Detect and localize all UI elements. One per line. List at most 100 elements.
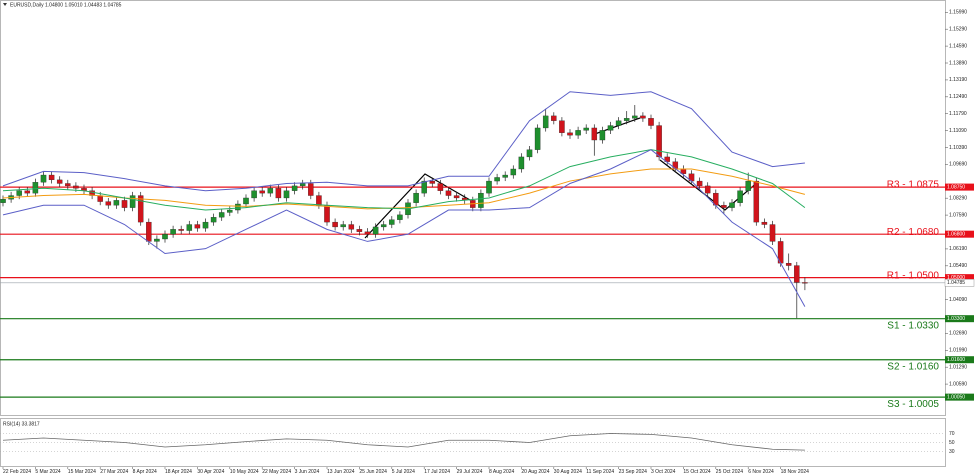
x-tick-label: 3 Jun 2024 <box>295 469 320 475</box>
candle-body <box>599 130 606 141</box>
candle-body <box>32 182 39 194</box>
price-box-label: 1.06800 <box>947 232 965 238</box>
x-tick-label: 30 Aug 2024 <box>554 469 582 475</box>
main-panel <box>0 0 946 416</box>
price-box <box>944 279 975 287</box>
x-tick-label: 3 Oct 2024 <box>651 469 676 475</box>
candle-body <box>648 118 654 126</box>
level-label: R1 - 1.0500 <box>887 270 940 281</box>
candle-body <box>429 180 436 184</box>
candle-body <box>24 190 31 194</box>
candle-body <box>486 180 492 194</box>
level-label: S3 - 1.0005 <box>887 399 939 410</box>
y-tick-label: 1.04090 <box>949 297 967 303</box>
price-box <box>945 356 974 364</box>
price-box <box>945 274 974 282</box>
rsi-panel <box>0 418 946 467</box>
candle-body <box>218 212 225 218</box>
last-price-label: 1.04785 <box>947 280 965 286</box>
candle-body <box>227 209 233 213</box>
candle-body <box>178 229 184 231</box>
menu-arrow <box>3 3 7 6</box>
candle-body <box>753 180 760 223</box>
y-tick-label: 1.14590 <box>949 43 967 49</box>
indicator-line <box>2 91 805 192</box>
candle-body <box>534 127 541 150</box>
x-tick-label: 10 May 2024 <box>230 469 259 475</box>
x-tick-label: 15 Oct 2024 <box>683 469 710 475</box>
price-box-label: 1.03300 <box>947 316 965 322</box>
candle-body <box>478 192 484 208</box>
candle-body <box>243 197 249 205</box>
candle-body <box>607 125 614 131</box>
candle-body <box>251 190 257 199</box>
candle-body <box>421 180 427 194</box>
candle-body <box>737 190 743 203</box>
y-tick-label: 1.07590 <box>949 212 967 218</box>
candle-body <box>437 183 444 191</box>
trend-line <box>659 159 759 211</box>
y-tick-label: 1.00590 <box>949 381 967 387</box>
candle-body <box>235 203 241 211</box>
candle-body <box>615 120 622 126</box>
x-tick-label: 25 Oct 2024 <box>716 469 743 475</box>
level-label: R3 - 1.0875 <box>887 180 940 191</box>
price-box <box>945 315 974 323</box>
candle-body <box>510 168 517 176</box>
candle-body <box>324 205 330 223</box>
price-box <box>945 393 974 401</box>
candle-body <box>105 201 112 206</box>
candle-body <box>73 185 79 189</box>
candle-body <box>802 282 808 284</box>
candle-body <box>332 221 338 228</box>
candle-body <box>16 190 22 196</box>
y-tick-label: 1.09690 <box>949 162 967 168</box>
price-box-label: 1.00050 <box>947 394 965 400</box>
indicator-line <box>2 149 806 307</box>
chart-title: EURUSD,Daily 1.04800 1.05010 1.04483 1.0… <box>10 2 122 8</box>
price-box-label: 1.01600 <box>947 357 965 363</box>
candle-body <box>526 149 533 158</box>
candle-body <box>551 115 557 121</box>
candle-body <box>356 229 363 232</box>
y-tick-label: 1.15990 <box>949 10 967 16</box>
candle-body <box>308 183 314 196</box>
candle-body <box>210 217 217 223</box>
candle-body <box>542 115 549 129</box>
candle-body <box>559 120 565 133</box>
candle-body <box>259 190 265 194</box>
x-tick-label: 5 Jul 2024 <box>392 469 415 475</box>
candle-body <box>583 127 589 131</box>
candle-body <box>154 238 160 242</box>
candle-body <box>146 221 152 242</box>
candle-body <box>785 262 792 266</box>
x-tick-label: 15 Mar 2024 <box>68 469 96 475</box>
x-tick-label: 18 Nov 2024 <box>781 469 810 475</box>
indicator-line <box>2 149 806 211</box>
candle-body <box>380 224 387 228</box>
y-tick-label: 1.11790 <box>949 111 967 117</box>
candle-body <box>299 183 306 187</box>
candle-body <box>348 224 355 230</box>
candle-body <box>316 195 322 206</box>
candle-body <box>696 180 703 187</box>
x-tick-label: 8 Aug 2024 <box>489 469 515 475</box>
y-tick-label: 1.13890 <box>949 60 967 66</box>
candle-body <box>267 188 274 194</box>
candle-body <box>745 180 751 191</box>
x-tick-label: 22 Feb 2024 <box>3 469 31 475</box>
candle-body <box>170 229 176 235</box>
candle-body <box>202 221 209 229</box>
y-tick-label: 1.12490 <box>949 94 967 100</box>
candle-body <box>113 200 120 206</box>
price-box-label: 1.08750 <box>947 184 965 190</box>
candle-body <box>623 118 630 121</box>
candle-body <box>632 115 638 119</box>
y-tick-label: 1.05490 <box>949 263 967 269</box>
candle-body <box>137 195 144 223</box>
candle-body <box>397 214 403 220</box>
rsi-tick-label: 30 <box>949 449 955 455</box>
y-tick-label: 1.02690 <box>949 331 967 337</box>
candle-body <box>121 200 128 208</box>
